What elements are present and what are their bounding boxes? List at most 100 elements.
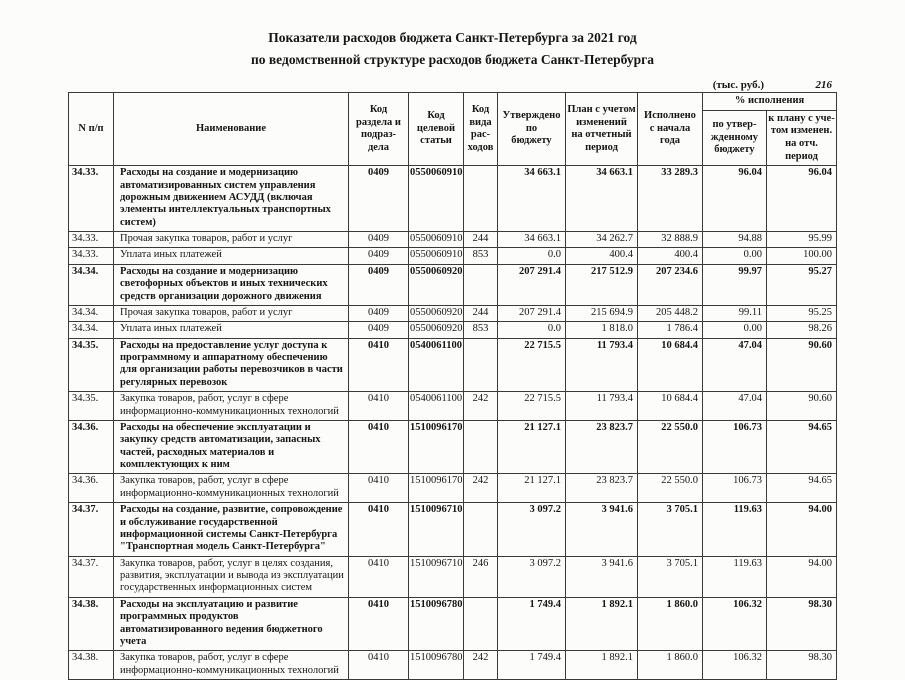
row-pct-budget-cell: 0.00: [702, 321, 767, 339]
page-number: 216: [815, 79, 833, 92]
row-plan-cell: 34 262.7: [565, 231, 638, 249]
row-approved-cell: 1 749.4: [497, 596, 566, 652]
header-executed: Исполнено с начала года: [637, 92, 703, 167]
row-pct-plan-cell: 94.00: [765, 502, 838, 557]
table-row: 34.37. Закупка товаров, работ, услуг в це…: [68, 555, 838, 598]
row-approved-cell: 207 291.4: [497, 304, 566, 323]
row-executed-cell: 10 684.4: [637, 337, 703, 393]
table-row: 34.35. Закупка товаров, работ, услуг в сф…: [68, 391, 838, 421]
row-pct-plan-cell: 95.99: [765, 231, 838, 249]
row-approved-cell: 22 715.5: [497, 391, 566, 421]
row-name-cell: Закупка товаров, работ, услуг в целях со…: [113, 555, 349, 598]
row-pct-plan-cell: 94.00: [765, 555, 838, 598]
table-row: 34.34. Прочая закупка товаров, работ и ус…: [68, 304, 838, 323]
header-approved: Утверждено по бюджету: [497, 92, 566, 167]
row-target-code-cell: 1510096780: [408, 650, 464, 680]
row-target-code-cell: 0540061100: [408, 337, 464, 393]
table-row: 34.34. Расходы на создание и модернизацию…: [68, 263, 838, 306]
row-plan-cell: 34 663.1: [565, 165, 638, 233]
row-section-code-cell: 0410: [348, 419, 409, 475]
row-target-code-cell: 1510096780: [408, 596, 464, 652]
row-target-code-cell: 1510096170: [408, 473, 464, 504]
row-name-cell: Закупка товаров, работ, услуг в сфере ин…: [113, 473, 349, 504]
row-executed-cell: 32 888.9: [637, 231, 703, 249]
table-row: 34.33. Расходы на создание и модернизацию…: [68, 165, 838, 233]
row-pct-plan-cell: 98.26: [765, 321, 838, 339]
row-section-code-cell: 0410: [348, 502, 409, 557]
row-approved-cell: 3 097.2: [497, 502, 566, 557]
row-type-code-cell: 242: [463, 650, 498, 680]
row-pct-plan-cell: 95.27: [765, 263, 838, 306]
header-section-code: Код раздела и подраз- дела: [348, 92, 409, 167]
row-plan-cell: 1 818.0: [565, 321, 638, 339]
row-approved-cell: 34 663.1: [497, 165, 566, 233]
row-pct-plan-cell: 98.30: [765, 596, 838, 652]
row-num-cell: 34.34.: [68, 321, 114, 339]
row-name-cell: Закупка товаров, работ, услуг в сфере ин…: [113, 650, 349, 680]
row-num-cell: 34.38.: [68, 596, 114, 652]
row-section-code-cell: 0410: [348, 337, 409, 393]
row-section-code-cell: 0409: [348, 247, 409, 265]
row-type-code-cell: [463, 419, 498, 475]
row-approved-cell: 21 127.1: [497, 473, 566, 504]
budget-table-body: 34.33. Расходы на создание и модернизацию…: [68, 165, 838, 680]
document-title: Показатели расходов бюджета Санкт-Петерб…: [0, 27, 905, 70]
row-approved-cell: 21 127.1: [497, 419, 566, 475]
row-num-cell: 34.36.: [68, 473, 114, 504]
row-name-cell: Расходы на создание и модернизацию автом…: [113, 165, 349, 233]
row-pct-budget-cell: 99.11: [702, 304, 767, 323]
row-num-cell: 34.33.: [68, 247, 114, 265]
header-name: Наименование: [113, 92, 349, 167]
row-pct-budget-cell: 106.32: [702, 596, 767, 652]
document-title-line1: Показатели расходов бюджета Санкт-Петерб…: [268, 30, 637, 45]
row-name-cell: Расходы на создание и модернизацию свето…: [113, 263, 349, 306]
table-row: 34.34. Уплата иных платежей 0409 0550060920…: [68, 321, 838, 339]
row-executed-cell: 1 860.0: [637, 650, 703, 680]
table-row: 34.35. Расходы на предоставление услуг до…: [68, 337, 838, 393]
row-pct-budget-cell: 0.00: [702, 247, 767, 265]
row-executed-cell: 22 550.0: [637, 473, 703, 504]
row-type-code-cell: [463, 263, 498, 306]
row-section-code-cell: 0409: [348, 165, 409, 233]
row-section-code-cell: 0410: [348, 596, 409, 652]
row-plan-cell: 11 793.4: [565, 391, 638, 421]
document-title-line2: по ведомственной структуре расходов бюдж…: [250, 51, 655, 67]
row-type-code-cell: 242: [463, 391, 498, 421]
row-pct-plan-cell: 90.60: [765, 391, 838, 421]
row-executed-cell: 3 705.1: [637, 555, 703, 598]
row-pct-plan-cell: 94.65: [765, 473, 838, 504]
row-executed-cell: 3 705.1: [637, 502, 703, 557]
row-approved-cell: 34 663.1: [497, 231, 566, 249]
row-target-code-cell: 0550060910: [408, 165, 464, 233]
row-target-code-cell: 0550060920: [408, 263, 464, 306]
row-pct-budget-cell: 47.04: [702, 337, 767, 393]
row-approved-cell: 22 715.5: [497, 337, 566, 393]
header-target-code: Код целевой статьи: [408, 92, 464, 167]
table-row: 34.36. Закупка товаров, работ, услуг в сф…: [68, 473, 838, 504]
row-executed-cell: 1 860.0: [637, 596, 703, 652]
row-target-code-cell: 0550060910: [408, 247, 464, 265]
row-num-cell: 34.33.: [68, 165, 114, 233]
table-row: 34.33. Прочая закупка товаров, работ и ус…: [68, 231, 838, 249]
row-executed-cell: 207 234.6: [637, 263, 703, 306]
row-name-cell: Уплата иных платежей: [113, 321, 349, 339]
budget-table: N п/п Наименование Код раздела и подраз-…: [68, 92, 838, 680]
row-num-cell: 34.37.: [68, 502, 114, 557]
row-pct-plan-cell: 96.04: [765, 165, 838, 233]
row-type-code-cell: 246: [463, 555, 498, 598]
row-name-cell: Прочая закупка товаров, работ и услуг: [113, 304, 349, 323]
row-approved-cell: 1 749.4: [497, 650, 566, 680]
row-pct-budget-cell: 119.63: [702, 555, 767, 598]
row-pct-budget-cell: 106.32: [702, 650, 767, 680]
row-section-code-cell: 0410: [348, 391, 409, 421]
row-plan-cell: 23 823.7: [565, 419, 638, 475]
row-plan-cell: 23 823.7: [565, 473, 638, 504]
row-approved-cell: 207 291.4: [497, 263, 566, 306]
table-row: 34.36. Расходы на обеспечение эксплуатаци…: [68, 419, 838, 475]
row-type-code-cell: 244: [463, 304, 498, 323]
row-pct-budget-cell: 47.04: [702, 391, 767, 421]
row-pct-plan-cell: 94.65: [765, 419, 838, 475]
row-plan-cell: 215 694.9: [565, 304, 638, 323]
row-pct-plan-cell: 90.60: [765, 337, 838, 393]
row-type-code-cell: [463, 337, 498, 393]
